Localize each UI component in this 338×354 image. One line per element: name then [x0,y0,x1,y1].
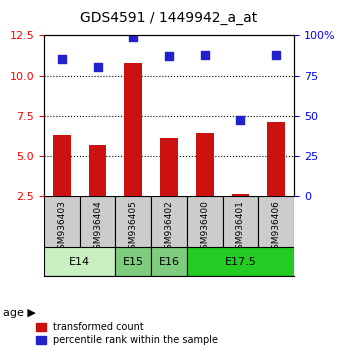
Text: GSM936400: GSM936400 [200,200,209,255]
FancyBboxPatch shape [80,196,115,247]
Text: E14: E14 [69,257,90,267]
Text: GSM936404: GSM936404 [93,200,102,255]
FancyBboxPatch shape [258,196,294,247]
FancyBboxPatch shape [44,196,80,247]
Text: E16: E16 [159,257,179,267]
Point [238,118,243,123]
FancyBboxPatch shape [151,247,187,276]
Point [202,52,208,57]
Point [59,57,65,62]
Text: GSM936405: GSM936405 [129,200,138,255]
FancyBboxPatch shape [187,196,223,247]
Text: GSM936402: GSM936402 [165,200,173,255]
FancyBboxPatch shape [115,247,151,276]
FancyBboxPatch shape [44,247,115,276]
Bar [267,122,285,196]
Bar [53,135,71,196]
Bar [196,133,214,196]
Bar [89,144,106,196]
FancyBboxPatch shape [151,196,187,247]
Text: E17.5: E17.5 [224,257,256,267]
Bar [124,63,142,196]
Text: GDS4591 / 1449942_a_at: GDS4591 / 1449942_a_at [80,11,258,25]
Text: GSM936406: GSM936406 [272,200,281,255]
Text: age ▶: age ▶ [3,308,36,318]
Point [95,65,100,70]
FancyBboxPatch shape [187,247,294,276]
Text: GSM936403: GSM936403 [57,200,66,255]
Point [130,34,136,40]
Text: E15: E15 [123,257,144,267]
FancyBboxPatch shape [115,196,151,247]
FancyBboxPatch shape [223,196,258,247]
Point [166,53,172,59]
Legend: transformed count, percentile rank within the sample: transformed count, percentile rank withi… [32,319,222,349]
Text: GSM936401: GSM936401 [236,200,245,255]
Bar [160,138,178,196]
Point [273,52,279,57]
Bar [232,194,249,196]
